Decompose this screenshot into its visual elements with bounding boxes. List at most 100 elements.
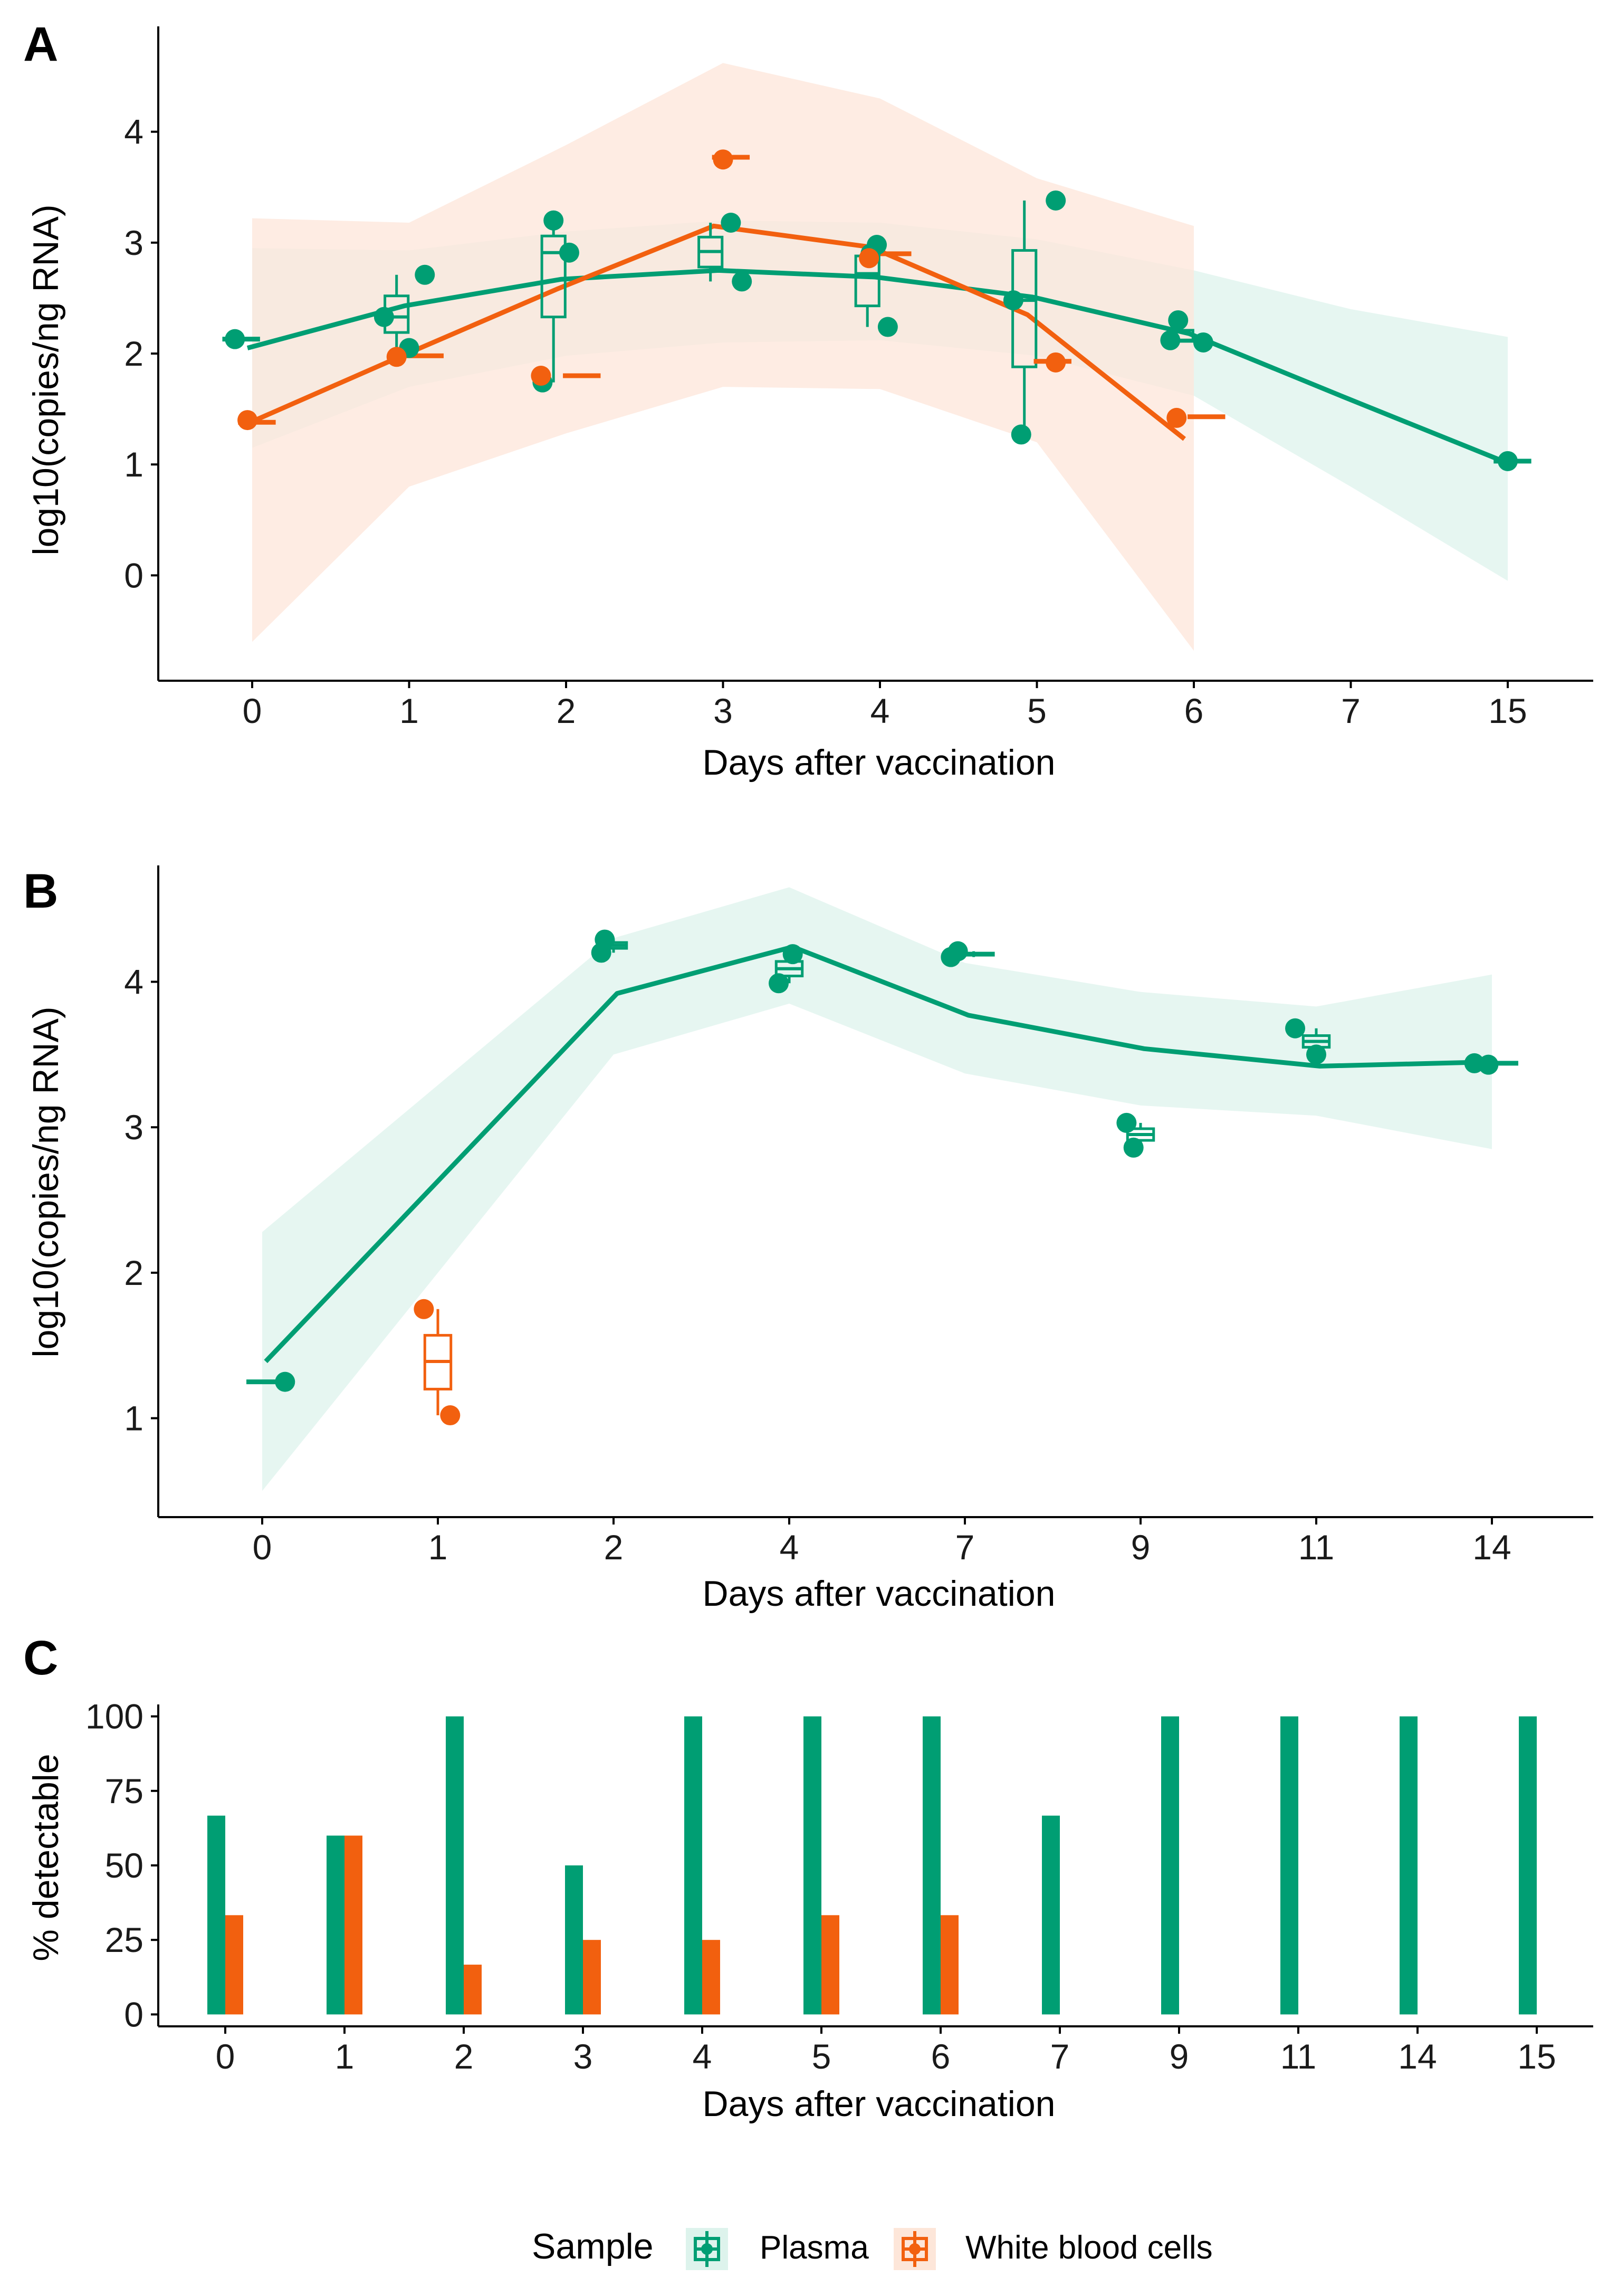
data-point-wbc bbox=[713, 149, 733, 170]
legend-key-plasma-dot bbox=[701, 2243, 713, 2255]
data-point-wbc bbox=[531, 366, 551, 386]
legend-item-plasma: Plasma bbox=[686, 2228, 869, 2270]
legend: Sample Plasma White blood cells bbox=[532, 2226, 1213, 2270]
data-point-plasma bbox=[225, 329, 245, 349]
bar-plasma bbox=[1161, 1716, 1179, 2015]
panel-c-axes: 0 25 50 75 100 0 1 2 3 4 5 6 7 9 11 14 15 bbox=[85, 1697, 1593, 2076]
panel-c-y-axis-title: % detectable bbox=[26, 1754, 66, 1961]
x-tick-label: 6 bbox=[1184, 691, 1204, 730]
x-tick-label: 7 bbox=[955, 1528, 975, 1567]
x-tick-label: 11 bbox=[1298, 1528, 1335, 1567]
data-point-plasma bbox=[275, 1371, 295, 1392]
y-tick-label: 100 bbox=[85, 1697, 143, 1736]
data-point-wbc bbox=[1046, 352, 1066, 373]
data-point-plasma bbox=[1123, 1137, 1144, 1158]
x-tick-label: 7 bbox=[1050, 2037, 1070, 2076]
data-point-plasma bbox=[1003, 290, 1023, 311]
bar-wbc bbox=[583, 1940, 601, 2015]
trend-line-plasma bbox=[246, 268, 1504, 464]
x-tick-label: 7 bbox=[1341, 691, 1361, 730]
panel-a-axes: 0 1 2 3 4 0 1 2 3 4 5 6 7 15 bbox=[124, 26, 1593, 730]
x-tick-label: 0 bbox=[216, 2037, 235, 2076]
box-iqr bbox=[540, 234, 567, 319]
bar-wbc bbox=[464, 1965, 482, 2015]
x-tick-label: 6 bbox=[931, 2037, 951, 2076]
data-point-plasma bbox=[732, 271, 752, 292]
data-point-plasma bbox=[559, 242, 579, 263]
x-tick-label: 15 bbox=[1488, 691, 1527, 730]
data-point-plasma bbox=[947, 941, 968, 961]
bar-plasma bbox=[565, 1865, 583, 2015]
bar-wbc bbox=[702, 1940, 720, 2015]
data-point-plasma bbox=[877, 317, 898, 337]
panel-b-bands bbox=[262, 887, 1492, 1491]
legend-title: Sample bbox=[532, 2226, 654, 2266]
y-tick-label: 3 bbox=[124, 223, 143, 262]
y-tick-label: 4 bbox=[124, 112, 143, 151]
data-point-plasma bbox=[769, 973, 789, 994]
panel-c: C 0 25 50 75 100 0 1 2 3 4 5 6 7 9 11 14 15 Days after v… bbox=[23, 1631, 1593, 2124]
data-point-wbc bbox=[414, 1299, 434, 1319]
x-tick-label: 14 bbox=[1398, 2037, 1437, 2076]
panel-b-x-axis-title: Days after vaccination bbox=[703, 1574, 1056, 1614]
y-tick-label: 1 bbox=[124, 1399, 143, 1438]
data-point-plasma bbox=[1193, 332, 1213, 353]
x-tick-label: 3 bbox=[573, 2037, 593, 2076]
x-tick-label: 9 bbox=[1131, 1528, 1151, 1567]
y-tick-label: 2 bbox=[124, 1253, 143, 1292]
data-point-plasma bbox=[415, 264, 435, 285]
panel-letter-b: B bbox=[23, 864, 58, 918]
data-point-plasma bbox=[1306, 1044, 1326, 1065]
x-tick-label: 5 bbox=[812, 2037, 831, 2076]
x-tick-label: 0 bbox=[243, 691, 262, 730]
y-tick-label: 75 bbox=[105, 1771, 143, 1811]
panel-a-y-axis-title: log10(copies/ng RNA) bbox=[26, 204, 66, 555]
bar-plasma bbox=[1280, 1716, 1298, 2015]
boxplot-plasma bbox=[697, 223, 724, 282]
data-point-plasma bbox=[1116, 1112, 1137, 1133]
panel-b-axes: 1 2 3 4 0 1 2 4 7 9 11 14 bbox=[124, 865, 1593, 1567]
data-point-plasma bbox=[1046, 190, 1066, 211]
data-point-wbc bbox=[237, 410, 258, 431]
x-tick-label: 1 bbox=[428, 1528, 448, 1567]
data-point-plasma bbox=[1478, 1054, 1499, 1075]
x-tick-label: 4 bbox=[870, 691, 890, 730]
panel-b-trend-lines bbox=[264, 944, 1496, 1364]
x-tick-label: 1 bbox=[399, 691, 419, 730]
x-tick-label: 3 bbox=[713, 691, 733, 730]
x-tick-label: 4 bbox=[693, 2037, 712, 2076]
panel-c-bars bbox=[207, 1716, 1537, 2015]
x-tick-label: 9 bbox=[1170, 2037, 1189, 2076]
legend-label-plasma: Plasma bbox=[760, 2230, 869, 2266]
data-point-plasma bbox=[595, 929, 615, 950]
bar-plasma bbox=[327, 1835, 344, 2015]
data-point-plasma bbox=[1160, 330, 1181, 350]
y-tick-label: 4 bbox=[124, 963, 143, 1002]
bar-wbc bbox=[225, 1915, 243, 2015]
data-point-plasma bbox=[782, 944, 803, 965]
x-tick-label: 4 bbox=[780, 1528, 799, 1567]
data-point-wbc bbox=[440, 1405, 461, 1426]
data-point-plasma bbox=[1011, 424, 1031, 445]
x-tick-label: 2 bbox=[604, 1528, 624, 1567]
bar-wbc bbox=[941, 1915, 959, 2015]
y-tick-label: 0 bbox=[124, 556, 143, 595]
bar-plasma bbox=[1519, 1716, 1537, 2015]
legend-item-wbc: White blood cells bbox=[894, 2228, 1213, 2270]
data-point-wbc bbox=[1166, 407, 1187, 428]
data-point-plasma bbox=[543, 210, 564, 231]
panel-a-boxplots bbox=[222, 155, 1531, 464]
x-tick-label: 2 bbox=[557, 691, 576, 730]
confidence-band-wbc bbox=[252, 63, 1194, 651]
data-point-plasma bbox=[1285, 1018, 1306, 1039]
x-tick-label: 15 bbox=[1517, 2037, 1556, 2076]
data-point-wbc bbox=[386, 347, 407, 367]
panel-b-points bbox=[275, 929, 1499, 1426]
bar-plasma bbox=[684, 1716, 702, 2015]
y-tick-label: 2 bbox=[124, 334, 143, 373]
x-tick-label: 1 bbox=[335, 2037, 355, 2076]
panel-a: A 0 1 2 3 4 0 1 2 3 4 5 6 7 15 Days after vaccination… bbox=[23, 17, 1593, 783]
bar-wbc bbox=[821, 1915, 839, 2015]
